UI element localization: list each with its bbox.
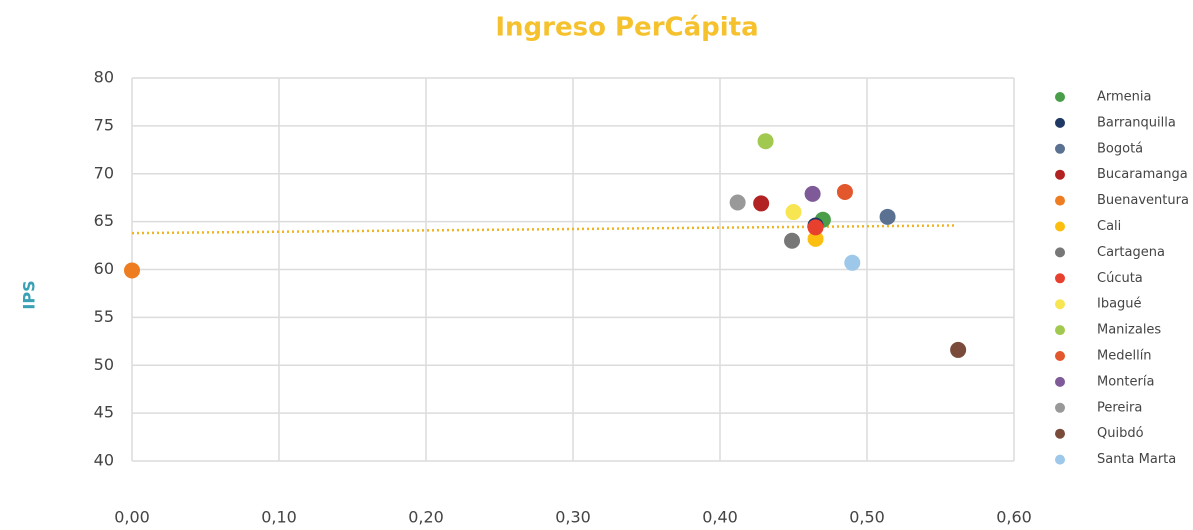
x-tick-label: 0,40 — [702, 508, 738, 527]
x-tick-label: 0,10 — [261, 508, 297, 527]
y-tick-label: 75 — [94, 115, 114, 134]
legend-label: Armenia — [1097, 90, 1152, 105]
legend-label: Cartagena — [1097, 245, 1165, 260]
legend-marker — [1055, 221, 1065, 232]
legend-marker — [1055, 428, 1065, 439]
y-tick-label: 45 — [94, 403, 114, 422]
legend-marker — [1055, 351, 1065, 361]
legend-label: Cali — [1097, 219, 1121, 234]
legend-marker — [1055, 92, 1065, 102]
y-tick-label: 65 — [94, 211, 114, 230]
legend-marker — [1055, 325, 1065, 336]
legend-marker — [1055, 169, 1065, 180]
point — [807, 219, 824, 236]
chart-title: Ingreso PerCápita — [495, 13, 758, 43]
trendline — [131, 224, 956, 235]
y-axis-label: IPS — [20, 280, 39, 309]
x-tick-label: 0,50 — [849, 508, 885, 527]
y-tick-label: 40 — [94, 451, 114, 470]
legend-marker — [1055, 402, 1065, 413]
legend-marker — [1055, 273, 1065, 284]
y-tick-label: 55 — [94, 307, 114, 326]
y-tick-label: 70 — [94, 163, 114, 182]
point — [785, 204, 802, 221]
point — [804, 185, 821, 202]
legend-label: Santa Marta — [1097, 452, 1176, 467]
legend-marker — [1055, 299, 1065, 310]
legend-label: Bogotá — [1097, 141, 1143, 156]
legend-label: Pereira — [1097, 400, 1142, 415]
x-tick-label: 0,20 — [408, 508, 444, 527]
legend-label: Ibagué — [1097, 297, 1142, 312]
point — [836, 183, 853, 200]
legend-marker — [1055, 454, 1065, 465]
legend-marker — [1055, 195, 1065, 206]
legend-marker — [1055, 143, 1065, 154]
legend-label: Medellín — [1097, 349, 1152, 364]
legend-label: Montería — [1097, 374, 1154, 389]
point — [844, 254, 861, 271]
y-tick-label: 50 — [94, 355, 114, 374]
x-tick-label: 0,30 — [555, 508, 591, 527]
legend-label: Cúcuta — [1097, 271, 1143, 286]
x-tick-label: 0,60 — [996, 508, 1032, 527]
legend-marker — [1055, 376, 1065, 387]
legend-marker — [1055, 117, 1065, 128]
legend-label: Manizales — [1097, 323, 1161, 338]
legend-label: Barranquilla — [1097, 115, 1176, 130]
legend-label: Quibdó — [1097, 426, 1144, 441]
y-tick-label: 60 — [94, 259, 114, 278]
point — [753, 195, 770, 212]
point — [879, 208, 896, 225]
legend-label: Bucaramanga — [1097, 167, 1188, 182]
point — [757, 133, 774, 150]
point — [950, 341, 967, 358]
x-tick-label: 0,00 — [114, 508, 150, 527]
legend-label: Buenaventura — [1097, 193, 1189, 208]
point — [729, 194, 746, 211]
y-tick-label: 80 — [94, 68, 114, 87]
point — [807, 230, 824, 247]
point — [124, 262, 140, 279]
legend-marker — [1055, 247, 1065, 258]
point — [784, 232, 801, 249]
